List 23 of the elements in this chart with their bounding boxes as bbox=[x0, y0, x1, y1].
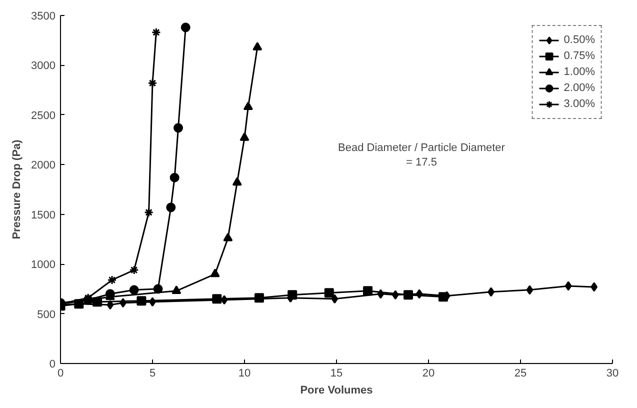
legend-label: 1.00% bbox=[564, 65, 595, 80]
x-tick-label: 5 bbox=[149, 368, 156, 380]
y-tick-label: 0 bbox=[49, 358, 56, 370]
y-tick-label: 1000 bbox=[31, 259, 56, 272]
annotation: Bead Diameter / Particle Diameter = 17.5 bbox=[338, 142, 506, 168]
legend-label: 0.50% bbox=[564, 33, 595, 48]
x-tick-label: 30 bbox=[606, 368, 619, 380]
y-axis-title: Pressure Drop (Pa) bbox=[11, 139, 24, 240]
x-tick-label: 0 bbox=[57, 368, 64, 380]
legend-label: 2.00% bbox=[564, 81, 595, 96]
legend-label: 3.00% bbox=[564, 97, 595, 112]
y-tick-label: 3500 bbox=[31, 10, 56, 22]
y-tick-label: 2500 bbox=[31, 110, 56, 122]
y-tick-label: 1500 bbox=[31, 209, 56, 222]
x-tick-label: 25 bbox=[514, 368, 527, 380]
x-tick-label: 10 bbox=[238, 368, 251, 380]
y-tick-label: 3000 bbox=[31, 60, 56, 72]
y-tick-label: 500 bbox=[37, 308, 56, 321]
x-axis-title: Pore Volumes bbox=[300, 384, 373, 396]
x-tick-label: 20 bbox=[422, 368, 435, 380]
x-tick-label: 15 bbox=[330, 368, 343, 380]
y-tick-label: 2000 bbox=[31, 160, 56, 172]
legend-label: 0.75% bbox=[564, 49, 595, 64]
